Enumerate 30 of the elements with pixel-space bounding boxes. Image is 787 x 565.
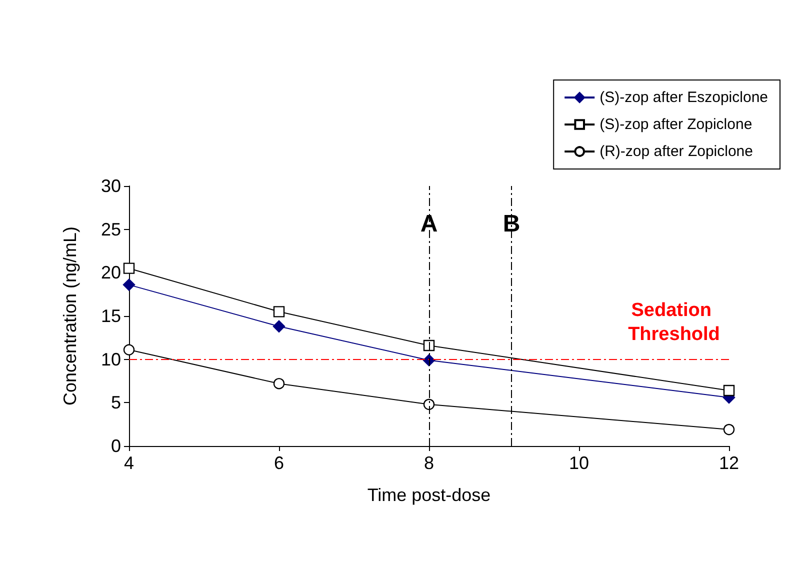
y-tick-label: 0 bbox=[110, 436, 121, 456]
point bbox=[423, 398, 435, 410]
x-tick-label: 12 bbox=[718, 453, 740, 473]
legend-label: (S)-zop after Eszopiclone bbox=[600, 89, 768, 106]
point bbox=[122, 278, 136, 291]
x-tick-label: 6 bbox=[274, 453, 284, 473]
x-tick-label: 8 bbox=[424, 453, 434, 473]
ref-line-label: A bbox=[420, 210, 438, 238]
y-tick-label: 25 bbox=[100, 219, 121, 240]
y-tick-label: 20 bbox=[100, 262, 121, 283]
y-tick-label: 30 bbox=[100, 176, 121, 196]
legend-label: (R)-zop after Zopiclone bbox=[600, 143, 753, 160]
point bbox=[273, 306, 285, 318]
y-tick-label: 5 bbox=[110, 392, 121, 413]
point bbox=[123, 262, 135, 274]
x-tick-label: 4 bbox=[124, 453, 134, 473]
x-tick-label: 10 bbox=[568, 453, 590, 473]
point bbox=[123, 344, 135, 356]
point bbox=[723, 384, 735, 396]
point bbox=[723, 424, 735, 436]
point bbox=[273, 378, 285, 390]
legend-label: (S)-zop after Zopiclone bbox=[600, 116, 752, 133]
ref-line-label: Sedation Threshold bbox=[628, 300, 720, 345]
point bbox=[423, 340, 435, 352]
y-axis-title: Concentration (ng/mL) bbox=[60, 226, 80, 406]
y-tick-label: 10 bbox=[100, 349, 121, 370]
y-tick-label: 15 bbox=[100, 306, 121, 326]
ref-line-label: B bbox=[502, 210, 520, 238]
x-axis-title: Time post-dose bbox=[367, 485, 491, 505]
point bbox=[272, 320, 286, 332]
